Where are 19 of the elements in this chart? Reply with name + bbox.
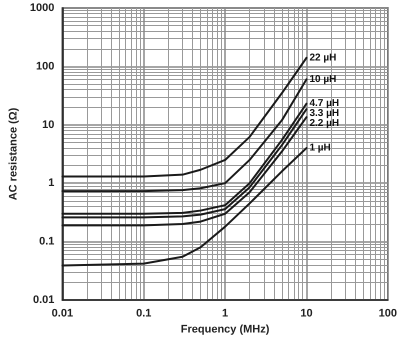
series-label: 10 µH [309,74,336,85]
x-tick-label: 10 [300,308,313,320]
series-label: 3.3 µH [309,108,340,120]
y-tick-label: 1 [48,177,54,190]
x-axis-title: Frequency (MHz) [180,323,270,336]
y-tick-label: 0.1 [39,236,54,248]
x-tick-label: 100 [378,308,398,320]
series-label: 2.2 µH [309,118,340,130]
series-label: 4.7 µH [309,98,340,110]
series-label: 22 µH [309,52,336,64]
y-tick-label: 10 [42,118,54,131]
x-tick-label: 0.1 [136,308,152,320]
y-tick-label: 0.01 [32,294,54,306]
y-axis-title: AC resistance (Ω) [8,107,20,200]
x-tick-label: 0.01 [52,308,74,320]
series-label: 1 µH [309,142,331,154]
y-tick-label: 1000 [30,2,54,14]
y-tick-label: 100 [36,60,54,72]
x-tick-label: 1 [222,308,228,320]
